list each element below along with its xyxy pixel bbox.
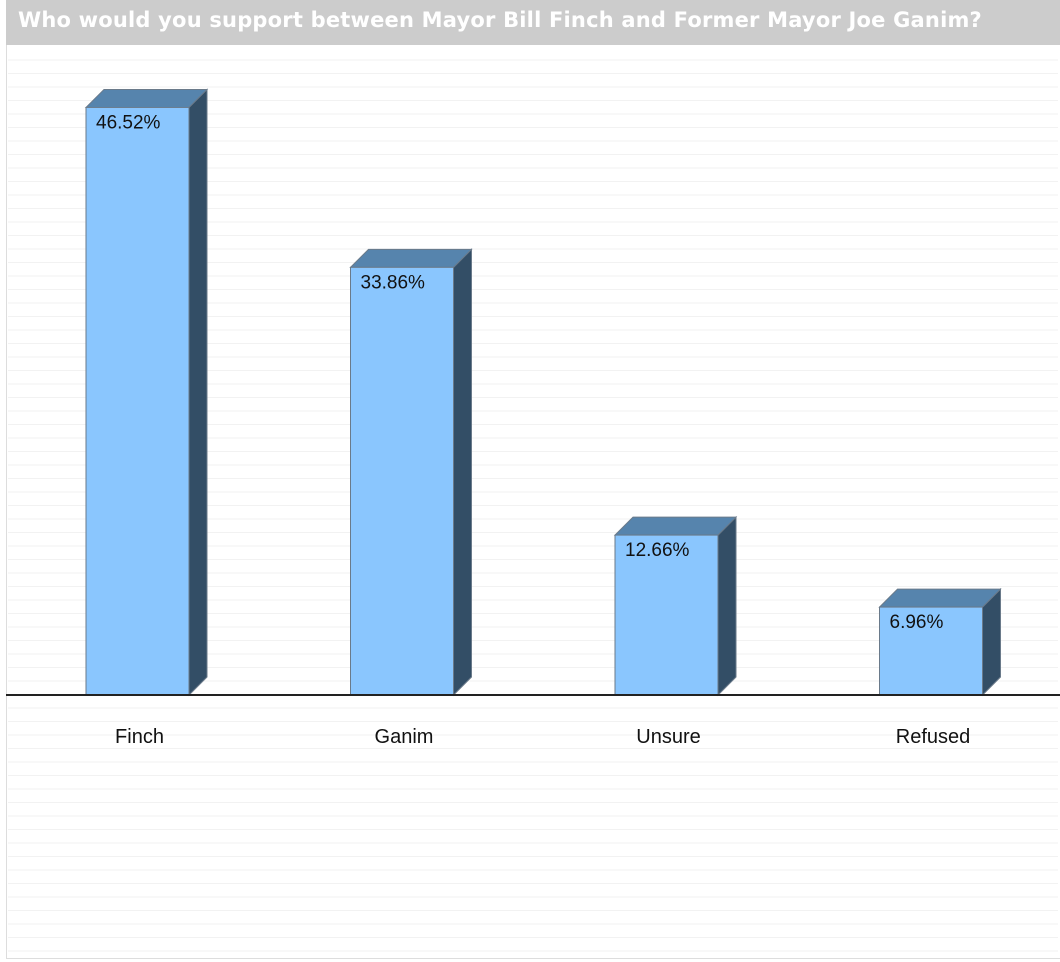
category-label: Finch <box>115 726 164 748</box>
bar <box>614 534 719 696</box>
bar-top <box>349 248 473 268</box>
data-label: 6.96% <box>890 612 944 633</box>
bar-side <box>453 248 472 697</box>
data-label: 33.86% <box>361 272 426 293</box>
data-label: 46.52% <box>96 112 161 133</box>
bar-group: 6.96% Refused <box>878 587 1002 748</box>
category-label: Unsure <box>636 726 700 748</box>
bar-side <box>188 88 208 697</box>
chart-title: Who would you support between Mayor Bill… <box>18 8 982 32</box>
data-label: 12.66% <box>625 540 690 561</box>
bar <box>350 266 454 696</box>
category-label: Refused <box>896 726 971 748</box>
bar <box>85 106 190 696</box>
bar-top <box>613 516 738 536</box>
bar-top <box>878 588 1002 608</box>
category-label: Ganim <box>375 726 434 748</box>
title-bar: Who would you support between Mayor Bill… <box>6 0 1060 45</box>
bar-group: 12.66% Unsure <box>613 515 738 748</box>
bar-side <box>717 515 737 697</box>
bar-group: 46.52% Finch <box>84 88 209 748</box>
bar-top <box>84 88 209 108</box>
bar-group: 33.86% Ganim <box>349 248 473 748</box>
bar <box>879 606 983 696</box>
plot-area <box>6 45 1060 959</box>
